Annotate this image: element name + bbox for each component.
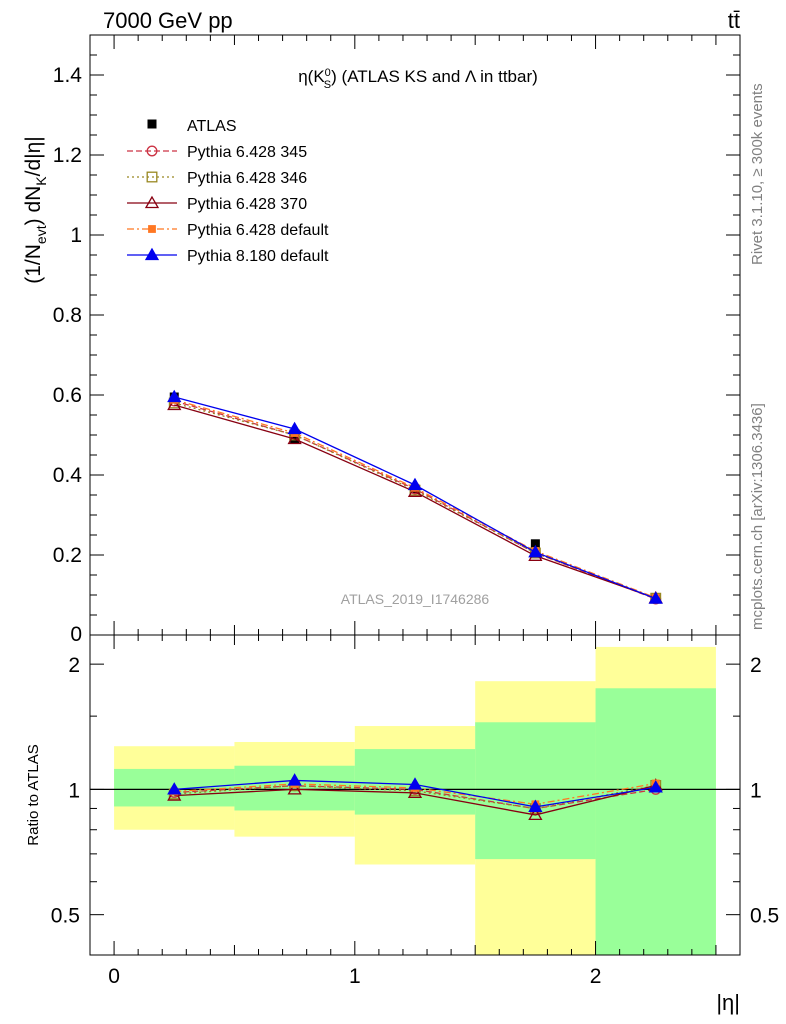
data-point [167, 389, 182, 403]
data-point [407, 785, 423, 799]
legend-label: Pythia 6.428 346 [187, 170, 307, 187]
y-tick-label: 0.6 [53, 384, 82, 407]
y-tick-label: 1.4 [53, 64, 83, 87]
green-band-bin [234, 765, 355, 811]
data-point [147, 119, 157, 129]
x-tick-label: 2 [590, 965, 602, 988]
chart-title: η(K0 S) (ATLAS KS and Λ in ttbar) [298, 67, 538, 91]
y-tick-label: 0.2 [53, 544, 82, 567]
series-line [174, 400, 656, 600]
data-point [146, 171, 158, 183]
analysis-label: ATLAS_2019_I1746286 [341, 591, 490, 607]
data-point [146, 145, 158, 157]
data-point [148, 225, 156, 233]
ratio-tick-label-right: 2 [750, 654, 762, 677]
y-tick-label: 1 [70, 224, 82, 247]
green-band-bin [475, 722, 596, 860]
data-point [287, 421, 302, 435]
data-point [530, 539, 540, 549]
data-point [167, 397, 182, 411]
series-line [174, 404, 656, 599]
legend-label: Pythia 8.180 default [187, 248, 329, 265]
ratio-tick-label: 0.5 [51, 905, 80, 928]
legend: ATLAS Pythia 6.428 345 Pythia 6.428 346 Pyt… [127, 118, 329, 265]
ratio-tick-label-right: 0.5 [750, 905, 779, 928]
legend-label: Pythia 6.428 345 [187, 144, 307, 161]
data-point [407, 477, 423, 491]
series-line [174, 399, 656, 599]
legend-label: ATLAS [187, 118, 237, 135]
rivet-label: Rivet 3.1.10, ≥ 300k events [749, 83, 766, 265]
data-point [648, 591, 663, 604]
data-point [144, 247, 160, 261]
data-point [287, 773, 302, 786]
energy-label: 7000 GeV pp [103, 8, 233, 33]
series-line [174, 396, 656, 600]
process-label: tt̄ [728, 8, 740, 33]
mcplots-label: mcplots.cern.ch [arXiv:1306.3436] [749, 403, 766, 630]
y-tick-label: 0.4 [53, 464, 83, 487]
y-tick-label: 1.2 [53, 144, 82, 167]
data-point [528, 544, 543, 558]
ratio-y-axis-label: Ratio to ATLAS [25, 744, 42, 845]
ratio-series-line [174, 784, 656, 816]
green-band-bin [595, 688, 716, 955]
data-point [287, 782, 302, 795]
data-point [648, 780, 663, 793]
x-tick-label: 0 [108, 965, 120, 988]
data-point [528, 807, 543, 821]
y-tick-label-zero: 0 [70, 623, 82, 646]
series-line [174, 402, 656, 599]
y-axis-label: (1/Nevt) dNK/d|η| [22, 136, 49, 284]
data-point [287, 431, 302, 445]
ratio-tick-label: 2 [68, 654, 80, 677]
ratio-uncertainty-bands [90, 646, 740, 955]
ratio-tick-label: 1 [68, 779, 80, 802]
axes: 0.2 0.4 0.6 0.8 1 1.2 1.4 0 0 1 2 0.5 0.5 1 1 2 2 [51, 35, 779, 988]
legend-label: Pythia 6.428 default [187, 222, 329, 239]
data-point [144, 195, 160, 209]
legend-label: Pythia 6.428 370 [187, 196, 307, 213]
x-axis-label: |η| [716, 990, 740, 1015]
main-series [167, 389, 663, 605]
data-point [167, 782, 182, 795]
data-point [407, 777, 423, 790]
ratio-series [167, 773, 663, 821]
x-tick-label: 1 [349, 965, 361, 988]
data-point [528, 799, 543, 813]
y-tick-label: 0.8 [53, 304, 82, 327]
ratio-plot-frame [89, 634, 741, 956]
ratio-tick-label-right: 1 [750, 779, 762, 802]
